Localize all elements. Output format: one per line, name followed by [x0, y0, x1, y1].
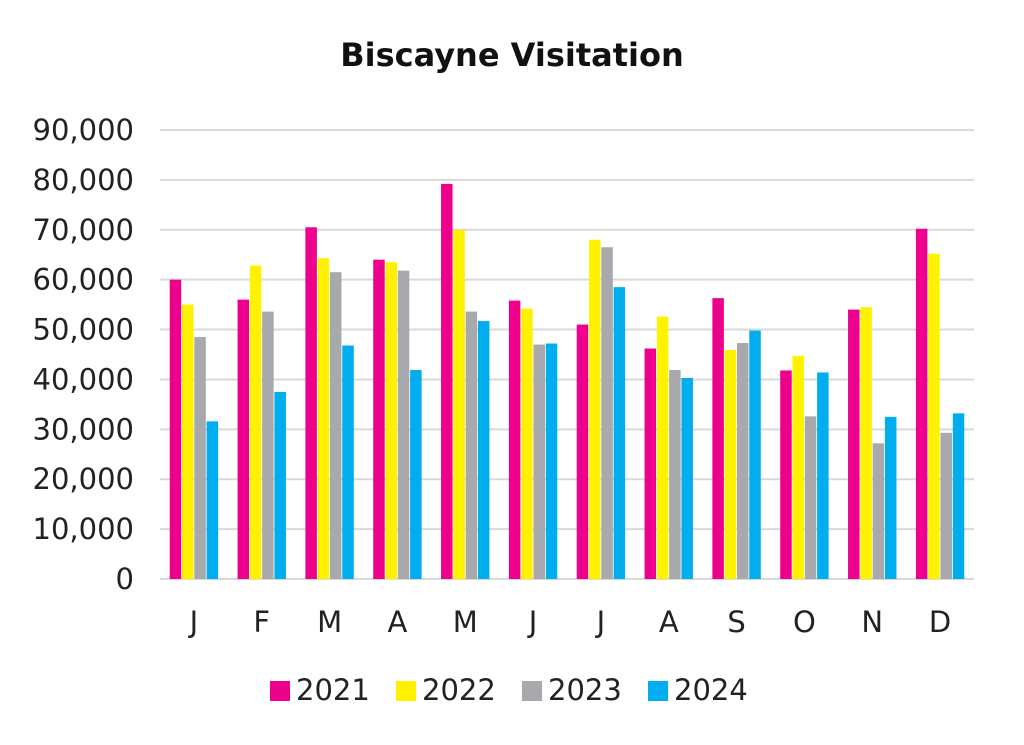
legend-swatch-2023: [522, 681, 542, 701]
bar-2021: [508, 300, 521, 579]
legend-label: 2021: [296, 673, 370, 707]
bar-2023: [669, 369, 681, 579]
y-tick-label: 40,000: [33, 362, 134, 396]
legend: 2021 2022 2023 2024: [270, 673, 748, 707]
x-tick-label: J: [527, 605, 538, 639]
bar-2024: [206, 421, 219, 579]
x-tick-label: A: [387, 605, 407, 639]
bar-2024: [545, 343, 558, 579]
bar-2022: [589, 239, 601, 579]
bar-2024: [681, 377, 693, 579]
legend-swatch-2024: [648, 681, 668, 701]
legend-swatch-2021: [270, 681, 290, 701]
bar-2023: [804, 416, 817, 579]
legend-swatch-2022: [396, 681, 416, 701]
bar-2023: [736, 343, 749, 579]
bar-2023: [194, 337, 206, 579]
bar-2023: [329, 272, 342, 579]
bars: [169, 183, 965, 580]
bar-2022: [385, 262, 398, 579]
x-tick-label: A: [659, 605, 679, 639]
y-tick-label: 50,000: [33, 313, 134, 347]
bar-2022: [182, 304, 194, 579]
bar-2022: [521, 308, 533, 579]
bar-2021: [780, 370, 792, 579]
legend-label: 2024: [674, 673, 748, 707]
bar-2021: [373, 259, 385, 579]
x-tick-label: N: [861, 605, 883, 639]
bar-2024: [884, 416, 897, 579]
bar-2024: [817, 372, 829, 579]
y-tick-label: 10,000: [33, 512, 134, 546]
x-tick-label: F: [253, 605, 270, 639]
x-tick-label: J: [595, 605, 606, 639]
bar-2021: [441, 183, 453, 579]
x-tick-label: J: [188, 605, 199, 639]
bar-2021: [305, 227, 317, 580]
bar-2023: [465, 311, 478, 579]
x-tick-label: M: [453, 605, 478, 639]
bar-2023: [940, 432, 952, 579]
y-tick-label: 90,000: [33, 113, 134, 147]
bar-2022: [656, 316, 669, 579]
bar-2024: [342, 345, 354, 579]
x-tick-label: S: [727, 605, 745, 639]
y-axis-tick-labels: 0 10,000 20,000 30,000 40,000 50,000 60,000 70,…: [33, 113, 134, 596]
bar-2022: [860, 307, 872, 579]
x-tick-label: O: [793, 605, 816, 639]
y-tick-label: 30,000: [33, 412, 134, 446]
bar-2022: [453, 229, 465, 579]
bar-2021: [848, 309, 860, 579]
bar-2022: [724, 350, 737, 579]
bar-2022: [249, 265, 262, 579]
y-tick-label: 20,000: [33, 462, 134, 496]
bar-2021: [644, 348, 657, 579]
bar-2021: [576, 324, 589, 579]
bar-2022: [317, 258, 330, 579]
bar-2023: [872, 443, 885, 579]
x-tick-label: M: [317, 605, 342, 639]
bar-2024: [749, 330, 761, 579]
bar-2021: [237, 299, 250, 579]
bar-2023: [533, 344, 545, 579]
x-tick-label: D: [929, 605, 951, 639]
y-tick-label: 70,000: [33, 213, 134, 247]
bar-2023: [601, 247, 613, 579]
bar-2024: [274, 391, 286, 579]
legend-label: 2022: [422, 673, 496, 707]
y-tick-label: 80,000: [33, 163, 134, 197]
gridlines: [160, 129, 974, 580]
bar-2024: [613, 287, 626, 579]
bar-2023: [397, 270, 410, 579]
bar-2022: [928, 253, 940, 580]
chart-title: Biscayne Visitation: [340, 36, 684, 74]
bar-2022: [792, 355, 805, 579]
bar-2024: [410, 369, 422, 579]
legend-label: 2023: [548, 673, 622, 707]
bar-2021: [169, 279, 182, 579]
bar-2024: [477, 321, 490, 579]
y-tick-label: 0: [116, 562, 134, 596]
bar-2024: [952, 413, 965, 579]
bar-2021: [712, 298, 724, 579]
bar-2021: [915, 228, 928, 579]
bar-2023: [262, 311, 274, 579]
y-tick-label: 60,000: [33, 263, 134, 297]
